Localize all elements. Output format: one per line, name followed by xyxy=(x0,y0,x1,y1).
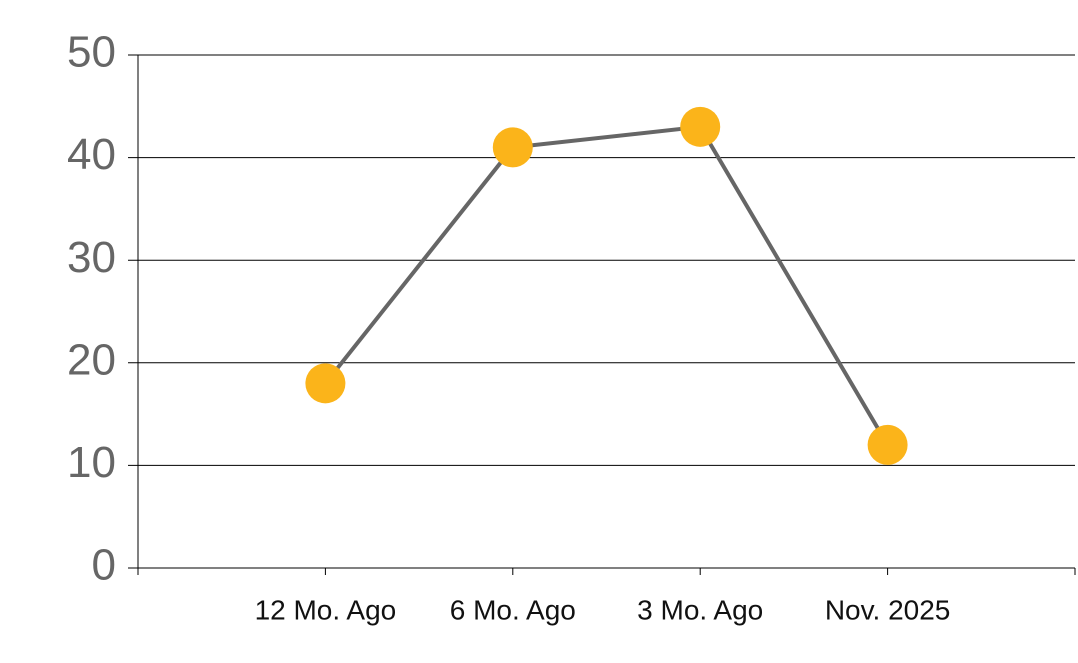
data-point xyxy=(492,127,533,168)
x-tick-label: 3 Mo. Ago xyxy=(637,594,763,625)
x-tick-label: 6 Mo. Ago xyxy=(450,594,576,625)
y-tick-label: 20 xyxy=(67,335,116,384)
x-tick-label: 12 Mo. Ago xyxy=(255,594,397,625)
data-point xyxy=(867,424,908,465)
x-tick-label: Nov. 2025 xyxy=(825,594,951,625)
data-point xyxy=(305,363,346,404)
y-tick-label: 50 xyxy=(67,28,116,77)
y-tick-label: 0 xyxy=(92,541,116,590)
data-point xyxy=(680,106,721,147)
y-tick-label: 40 xyxy=(67,130,116,179)
y-tick-label: 30 xyxy=(67,233,116,282)
y-tick-label: 10 xyxy=(67,438,116,487)
data-line xyxy=(323,124,890,446)
